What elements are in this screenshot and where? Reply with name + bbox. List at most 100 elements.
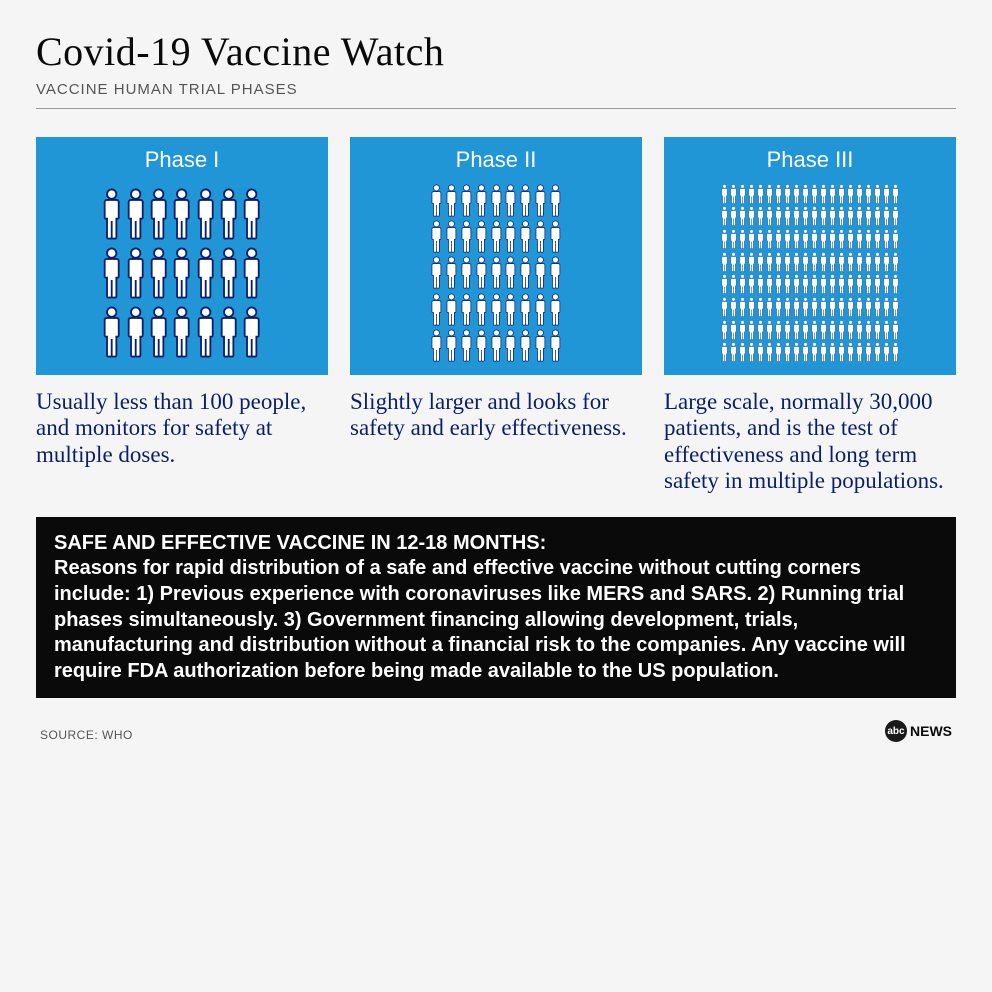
- person-icon: [801, 184, 810, 204]
- person-icon: [855, 229, 864, 249]
- person-icon: [774, 206, 783, 226]
- person-icon: [747, 342, 756, 362]
- person-icon: [518, 220, 533, 253]
- person-icon: [217, 247, 240, 299]
- person-icon: [765, 297, 774, 317]
- person-icon: [533, 220, 548, 253]
- person-icon: [819, 229, 828, 249]
- person-icon: [100, 188, 123, 240]
- person-icon: [729, 206, 738, 226]
- phase-3-desc: Large scale, normally 30,000 patients, a…: [664, 389, 956, 495]
- person-icon: [783, 320, 792, 340]
- person-icon: [882, 252, 891, 272]
- person-icon: [864, 274, 873, 294]
- person-icon: [533, 293, 548, 326]
- person-icon: [217, 306, 240, 358]
- person-icon: [774, 252, 783, 272]
- icon-row: [674, 274, 946, 294]
- person-icon: [873, 206, 882, 226]
- person-icon: [429, 293, 444, 326]
- person-icon: [533, 329, 548, 362]
- person-icon: [738, 342, 747, 362]
- person-icon: [720, 206, 729, 226]
- person-icon: [147, 188, 170, 240]
- person-icon: [147, 306, 170, 358]
- person-icon: [124, 306, 147, 358]
- person-icon: [503, 329, 518, 362]
- person-icon: [489, 256, 504, 289]
- person-icon: [240, 247, 263, 299]
- person-icon: [810, 229, 819, 249]
- person-icon: [828, 297, 837, 317]
- phase-2-desc: Slightly larger and looks for safety and…: [350, 389, 642, 442]
- person-icon: [819, 297, 828, 317]
- person-icon: [891, 342, 900, 362]
- person-icon: [518, 184, 533, 217]
- person-icon: [474, 329, 489, 362]
- person-icon: [765, 229, 774, 249]
- person-icon: [474, 220, 489, 253]
- person-icon: [533, 184, 548, 217]
- person-icon: [489, 220, 504, 253]
- person-icon: [873, 252, 882, 272]
- person-icon: [882, 206, 891, 226]
- person-icon: [747, 274, 756, 294]
- person-icon: [194, 188, 217, 240]
- person-icon: [882, 342, 891, 362]
- person-icon: [429, 184, 444, 217]
- person-icon: [810, 297, 819, 317]
- person-icon: [846, 229, 855, 249]
- person-icon: [548, 293, 563, 326]
- person-icon: [855, 206, 864, 226]
- person-icon: [444, 329, 459, 362]
- person-icon: [837, 184, 846, 204]
- person-icon: [765, 342, 774, 362]
- person-icon: [747, 184, 756, 204]
- person-icon: [429, 329, 444, 362]
- person-icon: [864, 297, 873, 317]
- person-icon: [720, 184, 729, 204]
- person-icon: [548, 220, 563, 253]
- icon-row: [360, 293, 632, 326]
- person-icon: [792, 206, 801, 226]
- person-icon: [873, 274, 882, 294]
- person-icon: [429, 256, 444, 289]
- person-icon: [774, 297, 783, 317]
- person-icon: [756, 184, 765, 204]
- person-icon: [774, 320, 783, 340]
- person-icon: [729, 342, 738, 362]
- person-icon: [729, 184, 738, 204]
- person-icon: [846, 297, 855, 317]
- person-icon: [503, 184, 518, 217]
- person-icon: [765, 184, 774, 204]
- icon-row: [674, 206, 946, 226]
- person-icon: [891, 274, 900, 294]
- person-icon: [548, 184, 563, 217]
- person-icon: [801, 229, 810, 249]
- person-icon: [765, 206, 774, 226]
- person-icon: [828, 320, 837, 340]
- person-icon: [474, 184, 489, 217]
- icon-row: [674, 342, 946, 362]
- person-icon: [855, 297, 864, 317]
- person-icon: [489, 184, 504, 217]
- person-icon: [837, 342, 846, 362]
- person-icon: [846, 320, 855, 340]
- person-icon: [837, 320, 846, 340]
- person-icon: [124, 188, 147, 240]
- phase-2-box: Phase II: [350, 137, 642, 375]
- person-icon: [783, 206, 792, 226]
- person-icon: [792, 274, 801, 294]
- person-icon: [783, 184, 792, 204]
- icon-row: [674, 184, 946, 204]
- person-icon: [100, 247, 123, 299]
- person-icon: [756, 229, 765, 249]
- phase-3-icons: [674, 181, 946, 365]
- person-icon: [891, 297, 900, 317]
- person-icon: [548, 256, 563, 289]
- person-icon: [882, 320, 891, 340]
- person-icon: [846, 252, 855, 272]
- person-icon: [855, 342, 864, 362]
- phase-3: Phase III: [664, 137, 956, 495]
- person-icon: [444, 220, 459, 253]
